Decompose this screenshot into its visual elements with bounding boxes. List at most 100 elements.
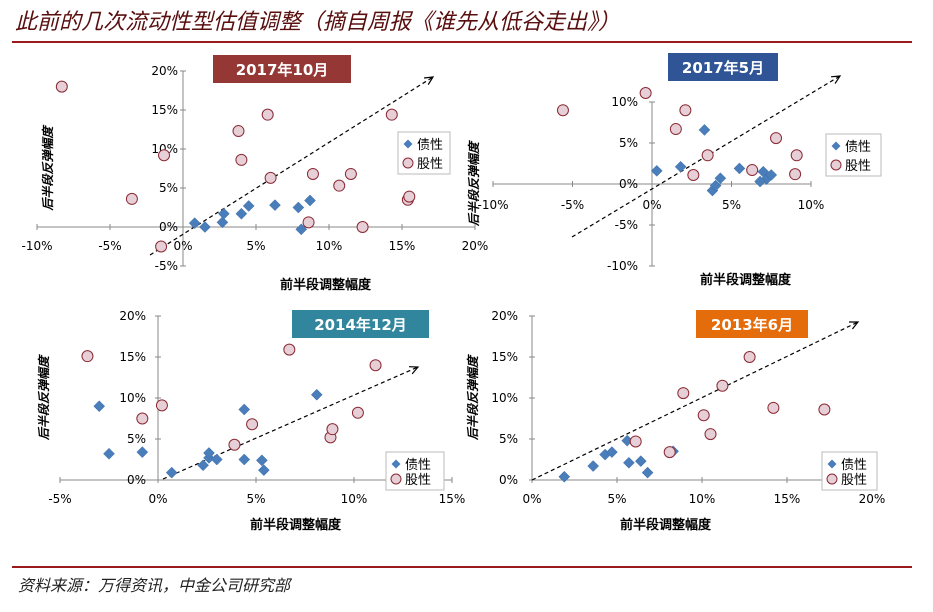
data-point-equity [369, 359, 382, 372]
x-axis-title: 前半段调整幅度 [250, 517, 342, 533]
data-point-equity [629, 435, 642, 448]
data-point-equity [704, 428, 717, 441]
trend-arrow-head [408, 366, 420, 375]
y-axis-title: 后半段反弹幅度 [37, 354, 51, 441]
data-point-equity [81, 350, 94, 363]
data-point-bond [292, 201, 305, 214]
x-tick-label: 0% [148, 492, 167, 506]
data-point-bond [216, 216, 229, 229]
x-tick-label: 0% [522, 492, 541, 506]
y-tick-label: 5% [159, 181, 178, 195]
x-axis-title: 前半段调整幅度 [700, 272, 792, 288]
chart-title: 2017年10月 [236, 61, 329, 79]
legend-box [821, 451, 878, 491]
data-point-bond [188, 217, 201, 229]
chart-title-box [213, 55, 351, 83]
data-point-bond [641, 466, 654, 479]
data-point-bond [199, 221, 211, 233]
y-tick-label: -10% [607, 259, 638, 273]
data-point-equity [743, 351, 756, 363]
data-point-equity [663, 446, 676, 459]
y-tick-label: 20% [151, 64, 178, 78]
y-axis-title: 后半段反弹幅度 [41, 125, 55, 212]
data-point-equity [326, 423, 339, 436]
x-tick-label: 10% [341, 492, 368, 506]
data-point-bond [218, 207, 230, 220]
data-point-bond [93, 400, 106, 413]
legend-marker-bond [831, 141, 841, 151]
chart-title-box [696, 310, 808, 338]
y-tick-label: 0% [159, 220, 178, 234]
trend-arrow-head [830, 75, 842, 84]
trend-arrow [531, 321, 859, 481]
data-point-equity [697, 409, 710, 422]
y-tick-label: 10% [119, 391, 146, 405]
trend-arrow-head [848, 321, 860, 330]
data-point-equity [283, 343, 296, 356]
data-point-bond [235, 207, 248, 220]
title-divider [12, 41, 912, 43]
data-point-equity [228, 438, 241, 451]
data-point-equity [235, 153, 248, 166]
chart-title: 2017年5月 [682, 59, 764, 77]
data-point-equity [264, 171, 277, 184]
data-point-equity [385, 108, 398, 121]
legend-marker-bond [391, 459, 401, 469]
data-point-equity [679, 104, 692, 117]
legend-label-equity: 股性 [845, 159, 871, 174]
trend-arrow-head [423, 76, 435, 85]
data-point-bond [304, 194, 316, 207]
data-point-bond [103, 447, 115, 460]
x-axis-title: 前半段调整幅度 [620, 517, 712, 533]
data-point-equity [677, 387, 690, 400]
y-tick-label: -5% [615, 218, 638, 232]
x-tick-label: 0% [642, 198, 661, 212]
y-tick-label: 0% [499, 473, 518, 487]
chart-title-box [668, 53, 778, 81]
x-tick-label: 20% [462, 239, 489, 253]
x-tick-label: 10% [316, 239, 343, 253]
x-tick-label: 15% [774, 492, 801, 506]
data-point-bond [733, 162, 746, 175]
y-axis-title: 后半段反弹幅度 [466, 354, 480, 441]
y-tick-label: 0% [127, 473, 146, 487]
chart-title: 2013年6月 [711, 316, 793, 334]
y-tick-label: 0% [619, 177, 638, 191]
x-tick-label: -5% [561, 198, 584, 212]
data-point-bond [714, 172, 727, 185]
legend-label-bond: 债性 [405, 458, 431, 473]
legend-marker-equity [402, 157, 414, 169]
data-point-bond [242, 200, 255, 212]
chart-title-box [292, 310, 429, 338]
legend-label-equity: 股性 [841, 473, 867, 488]
data-point-bond [310, 388, 323, 401]
y-tick-label: 15% [491, 350, 518, 364]
legend-marker-bond [827, 459, 837, 469]
y-tick-label: 20% [491, 309, 518, 323]
data-point-equity [55, 80, 68, 93]
data-point-bond [606, 446, 618, 458]
legend-marker-equity [390, 473, 402, 485]
legend-marker-equity [826, 473, 838, 485]
data-point-bond [698, 124, 711, 136]
data-point-equity [155, 240, 168, 253]
y-tick-label: -5% [155, 259, 178, 273]
y-tick-label: 10% [491, 391, 518, 405]
data-point-bond [558, 470, 571, 483]
y-tick-label: 20% [119, 309, 146, 323]
legend-label-equity: 股性 [417, 157, 443, 172]
chart-title: 2014年12月 [314, 316, 407, 334]
data-point-equity [155, 399, 168, 412]
y-tick-label: 10% [151, 142, 178, 156]
x-tick-label: 15% [389, 239, 416, 253]
data-point-bond [256, 454, 268, 467]
x-tick-label: -10% [21, 239, 52, 253]
y-tick-label: 5% [127, 432, 146, 446]
data-point-bond [587, 460, 600, 472]
data-point-equity [232, 125, 245, 138]
x-tick-label: 5% [246, 239, 265, 253]
data-point-bond [765, 169, 778, 181]
page-title: 此前的几次流动性型估值调整（摘自周报《谁先从低谷走出》） [15, 10, 621, 35]
